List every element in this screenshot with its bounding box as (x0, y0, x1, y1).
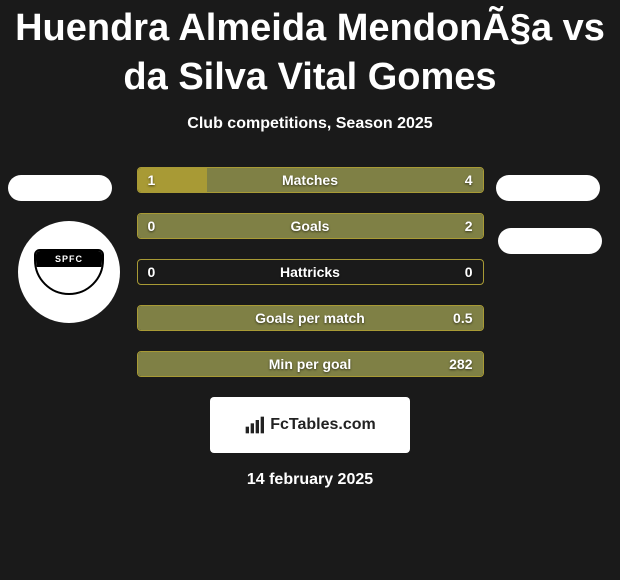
stat-label: Min per goal (269, 356, 351, 372)
bars-icon (244, 415, 264, 435)
stat-row: Goals 0 2 (137, 213, 484, 239)
snapshot-date: 14 february 2025 (0, 471, 620, 489)
stat-label: Hattricks (280, 264, 340, 280)
stat-value-right: 4 (465, 172, 473, 188)
comparison-subtitle: Club competitions, Season 2025 (0, 115, 620, 133)
stat-row: Matches 1 4 (137, 167, 484, 193)
stat-value-right: 2 (465, 218, 473, 234)
stat-row: Hattricks 0 0 (137, 259, 484, 285)
stat-value-left: 1 (148, 172, 156, 188)
stat-value-right: 282 (449, 356, 472, 372)
stat-row: Goals per match 0.5 (137, 305, 484, 331)
comparison-title: Huendra Almeida MendonÃ§a vs da Silva Vi… (0, 0, 620, 103)
stat-label: Goals (291, 218, 330, 234)
stat-value-left: 0 (148, 218, 156, 234)
stats-bars: Matches 1 4 Goals 0 2 Hattricks 0 0 Goals per mat… (137, 167, 484, 377)
stat-row: Min per goal 282 (137, 351, 484, 377)
stat-label: Goals per match (255, 310, 365, 326)
stat-label: Matches (282, 172, 338, 188)
stat-bar-right (207, 168, 483, 192)
fctables-branding[interactable]: FcTables.com (210, 397, 410, 453)
stat-value-left: 0 (148, 264, 156, 280)
stat-value-right: 0.5 (453, 310, 472, 326)
stat-value-right: 0 (465, 264, 473, 280)
branding-label: FcTables.com (270, 416, 376, 434)
